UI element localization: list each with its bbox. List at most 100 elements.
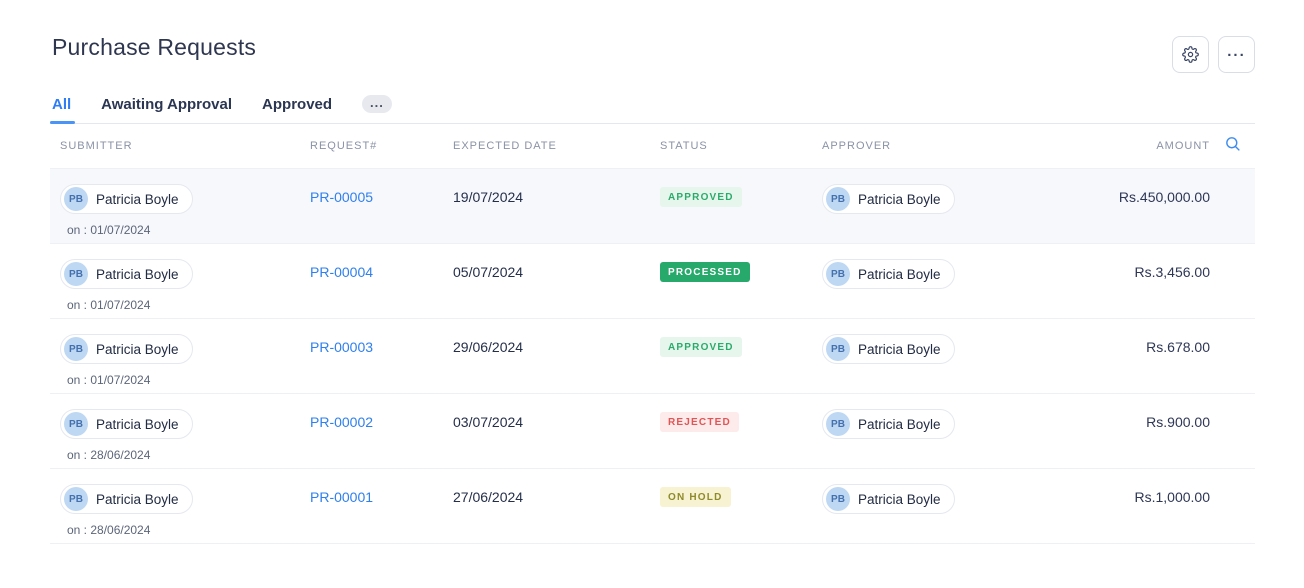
avatar: PB <box>64 337 88 361</box>
request-cell: PR-00005 <box>300 169 443 243</box>
table-body: PB Patricia Boyle on : 01/07/2024 PR-000… <box>50 169 1255 544</box>
submitter-name: Patricia Boyle <box>96 342 179 357</box>
avatar: PB <box>64 187 88 211</box>
header-actions: ... <box>1172 36 1255 73</box>
search-column-spacer <box>1210 244 1255 318</box>
amount-value: Rs.450,000.00 <box>1060 169 1210 243</box>
request-link[interactable]: PR-00004 <box>310 264 373 280</box>
submitter-chip[interactable]: PB Patricia Boyle <box>60 184 193 214</box>
status-badge: PROCESSED <box>660 262 750 282</box>
approver-chip[interactable]: PB Patricia Boyle <box>822 334 955 364</box>
approver-cell: PB Patricia Boyle <box>812 394 1060 468</box>
request-cell: PR-00003 <box>300 319 443 393</box>
tab-overflow-button[interactable]: ... <box>362 95 392 113</box>
request-link[interactable]: PR-00003 <box>310 339 373 355</box>
tab-awaiting-approval[interactable]: Awaiting Approval <box>101 96 232 123</box>
ellipsis-icon: ... <box>370 95 384 110</box>
avatar: PB <box>826 187 850 211</box>
request-cell: PR-00004 <box>300 244 443 318</box>
settings-button[interactable] <box>1172 36 1209 73</box>
expected-date: 05/07/2024 <box>443 244 650 318</box>
approver-chip[interactable]: PB Patricia Boyle <box>822 184 955 214</box>
status-cell: APPROVED <box>650 319 812 393</box>
search-button[interactable] <box>1210 135 1255 157</box>
avatar: PB <box>826 412 850 436</box>
page-header: Purchase Requests ... <box>50 34 1255 73</box>
approver-chip[interactable]: PB Patricia Boyle <box>822 484 955 514</box>
approver-name: Patricia Boyle <box>858 417 941 432</box>
approver-name: Patricia Boyle <box>858 342 941 357</box>
search-column-spacer <box>1210 169 1255 243</box>
submitter-cell: PB Patricia Boyle on : 28/06/2024 <box>50 394 300 468</box>
search-column-spacer <box>1210 469 1255 543</box>
approver-cell: PB Patricia Boyle <box>812 169 1060 243</box>
submitter-cell: PB Patricia Boyle on : 01/07/2024 <box>50 319 300 393</box>
tab-all[interactable]: All <box>52 96 71 123</box>
request-cell: PR-00002 <box>300 394 443 468</box>
col-header-expected-date: EXPECTED DATE <box>443 140 650 152</box>
status-cell: REJECTED <box>650 394 812 468</box>
submitter-name: Patricia Boyle <box>96 417 179 432</box>
submitted-on-date: on : 28/06/2024 <box>60 523 300 537</box>
submitted-on-date: on : 01/07/2024 <box>60 298 300 312</box>
approver-name: Patricia Boyle <box>858 192 941 207</box>
submitter-name: Patricia Boyle <box>96 492 179 507</box>
request-link[interactable]: PR-00002 <box>310 414 373 430</box>
submitter-name: Patricia Boyle <box>96 192 179 207</box>
col-header-submitter: SUBMITTER <box>50 140 300 152</box>
status-cell: APPROVED <box>650 169 812 243</box>
status-cell: ON HOLD <box>650 469 812 543</box>
approver-chip[interactable]: PB Patricia Boyle <box>822 409 955 439</box>
status-badge: APPROVED <box>660 337 742 357</box>
amount-value: Rs.3,456.00 <box>1060 244 1210 318</box>
submitter-cell: PB Patricia Boyle on : 01/07/2024 <box>50 244 300 318</box>
search-column-spacer <box>1210 319 1255 393</box>
status-cell: PROCESSED <box>650 244 812 318</box>
table-row[interactable]: PB Patricia Boyle on : 28/06/2024 PR-000… <box>50 469 1255 544</box>
submitter-chip[interactable]: PB Patricia Boyle <box>60 259 193 289</box>
col-header-status: STATUS <box>650 140 812 152</box>
table-row[interactable]: PB Patricia Boyle on : 01/07/2024 PR-000… <box>50 244 1255 319</box>
approver-cell: PB Patricia Boyle <box>812 469 1060 543</box>
table-row[interactable]: PB Patricia Boyle on : 01/07/2024 PR-000… <box>50 319 1255 394</box>
approver-name: Patricia Boyle <box>858 492 941 507</box>
status-badge: APPROVED <box>660 187 742 207</box>
status-badge: ON HOLD <box>660 487 731 507</box>
amount-value: Rs.1,000.00 <box>1060 469 1210 543</box>
col-header-approver: APPROVER <box>812 140 1060 152</box>
table-row[interactable]: PB Patricia Boyle on : 28/06/2024 PR-000… <box>50 394 1255 469</box>
approver-name: Patricia Boyle <box>858 267 941 282</box>
submitter-name: Patricia Boyle <box>96 267 179 282</box>
submitted-on-date: on : 01/07/2024 <box>60 373 300 387</box>
submitter-chip[interactable]: PB Patricia Boyle <box>60 409 193 439</box>
expected-date: 19/07/2024 <box>443 169 650 243</box>
col-header-amount: AMOUNT <box>1060 140 1210 152</box>
gear-icon <box>1182 46 1199 63</box>
request-link[interactable]: PR-00005 <box>310 189 373 205</box>
more-actions-button[interactable]: ... <box>1218 36 1255 73</box>
purchase-requests-page: Purchase Requests ... All Awaiting Appro… <box>50 0 1255 544</box>
avatar: PB <box>64 262 88 286</box>
page-title: Purchase Requests <box>50 34 256 61</box>
expected-date: 03/07/2024 <box>443 394 650 468</box>
approver-chip[interactable]: PB Patricia Boyle <box>822 259 955 289</box>
request-link[interactable]: PR-00001 <box>310 489 373 505</box>
submitter-cell: PB Patricia Boyle on : 28/06/2024 <box>50 469 300 543</box>
request-cell: PR-00001 <box>300 469 443 543</box>
table-row[interactable]: PB Patricia Boyle on : 01/07/2024 PR-000… <box>50 169 1255 244</box>
search-column-spacer <box>1210 394 1255 468</box>
submitter-chip[interactable]: PB Patricia Boyle <box>60 484 193 514</box>
expected-date: 29/06/2024 <box>443 319 650 393</box>
submitter-chip[interactable]: PB Patricia Boyle <box>60 334 193 364</box>
amount-value: Rs.900.00 <box>1060 394 1210 468</box>
amount-value: Rs.678.00 <box>1060 319 1210 393</box>
avatar: PB <box>826 262 850 286</box>
col-header-request: REQUEST# <box>300 140 443 152</box>
approver-cell: PB Patricia Boyle <box>812 244 1060 318</box>
status-badge: REJECTED <box>660 412 739 432</box>
approver-cell: PB Patricia Boyle <box>812 319 1060 393</box>
submitted-on-date: on : 28/06/2024 <box>60 448 300 462</box>
tab-approved[interactable]: Approved <box>262 96 332 123</box>
submitter-cell: PB Patricia Boyle on : 01/07/2024 <box>50 169 300 243</box>
table-header-row: SUBMITTER REQUEST# EXPECTED DATE STATUS … <box>50 124 1255 169</box>
